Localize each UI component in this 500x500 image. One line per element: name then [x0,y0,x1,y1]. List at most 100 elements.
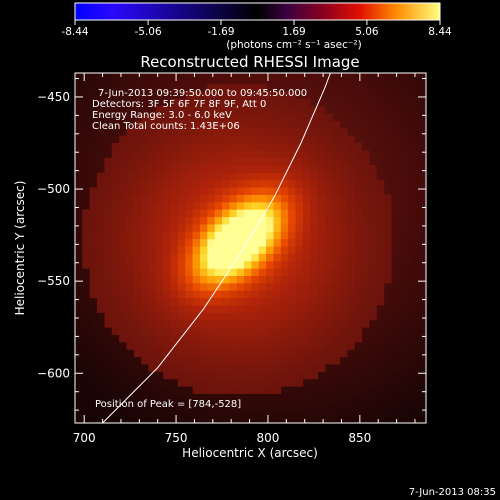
heatmap-cell [324,120,333,129]
heatmap-cell [288,378,296,387]
heatmap-cell [251,356,260,365]
heatmap-cell [273,231,282,240]
heatmap-cell [244,334,252,343]
heatmap-cell [266,364,274,372]
heatmap-cell [119,187,127,195]
heatmap-cell [214,216,223,225]
heatmap-cell [163,275,171,284]
heatmap-cell [317,312,326,321]
heatmap-cell [310,157,318,166]
heatmap-cell [119,194,127,203]
heatmap-cell [324,305,333,313]
heatmap-cell [361,231,370,240]
heatmap-cell [155,356,164,365]
heatmap-cell [192,224,201,232]
heatmap-cell [317,106,326,114]
heatmap-cell [317,246,326,254]
heatmap-cell [170,297,179,306]
heatmap-cell [185,143,194,151]
heatmap-cell [273,378,282,387]
heatmap-cell [229,386,238,394]
heatmap-cell [185,275,194,284]
heatmap-cell [133,334,142,343]
heatmap-cell [273,98,282,107]
heatmap-cell [302,312,311,321]
heatmap-cell [111,150,120,159]
heatmap-cell [119,172,127,181]
heatmap-cell [155,260,164,269]
heatmap-cell [317,224,326,232]
heatmap-cell [346,275,355,284]
heatmap-cell [192,305,201,313]
heatmap-cell [111,187,120,195]
heatmap-cell [332,275,341,284]
heatmap-cell [214,150,223,159]
heatmap-cell [155,283,164,291]
heatmap-cell [222,364,230,372]
heatmap-cell [119,216,127,225]
heatmap-cell [295,120,304,129]
heatmap-cell [222,143,230,151]
heatmap-cell [346,194,355,203]
heatmap-cell [199,106,208,114]
heatmap-cell [155,157,164,166]
heatmap-cell [266,371,274,380]
heatmap-cell [317,120,326,129]
heatmap-cell [280,312,289,321]
heatmap-cell [199,91,208,100]
heatmap-cell [177,297,186,306]
y-tick-label: −600 [37,366,70,380]
heatmap-cell [207,238,216,247]
heatmap-cell [111,305,120,313]
heatmap-cell [148,253,157,262]
heatmap-cell [266,260,274,269]
heatmap-cell [266,187,274,195]
heatmap-cell [148,297,157,306]
heatmap-cell [346,231,355,240]
heatmap-cell [192,253,201,262]
heatmap-cell [310,246,318,254]
heatmap-cell [229,98,238,107]
heatmap-cell [141,238,149,247]
heatmap-cell [280,98,289,107]
heatmap-cell [229,378,238,387]
heatmap-cell [273,260,282,269]
heatmap-cell [258,113,267,122]
heatmap-cell [244,349,252,358]
heatmap-cell [280,135,289,144]
heatmap-cell [104,231,113,240]
heatmap-cell [258,319,267,328]
heatmap-cell [192,157,201,166]
heatmap-cell [324,275,333,284]
heatmap-cell [141,305,149,313]
heatmap-cell [369,290,377,299]
heatmap-cell [222,179,230,188]
heatmap-cell [97,246,105,254]
heatmap-cell [346,341,355,350]
heatmap-cell [354,216,363,225]
heatmap-cell [310,349,318,358]
heatmap-cell [236,386,245,394]
heatmap-cell [266,143,274,151]
heatmap-cell [317,150,326,159]
heatmap-cell [192,216,201,225]
heatmap-cell [317,179,326,188]
heatmap-cell [302,305,311,313]
heatmap-cell [361,319,370,328]
heatmap-cell [236,260,245,269]
heatmap-cell [163,135,171,144]
heatmap-cell [295,297,304,306]
heatmap-cell [214,260,223,269]
heatmap-cell [148,312,157,321]
heatmap-cell [244,84,252,92]
heatmap-cell [119,319,127,328]
heatmap-cell [192,386,201,394]
heatmap-cell [244,187,252,195]
heatmap-cell [148,201,157,210]
heatmap-cell [332,224,341,232]
heatmap-cell [141,135,149,144]
heatmap-cell [310,290,318,299]
heatmap-cell [170,113,179,122]
heatmap-cell [126,172,135,181]
heatmap-cell [104,260,113,269]
